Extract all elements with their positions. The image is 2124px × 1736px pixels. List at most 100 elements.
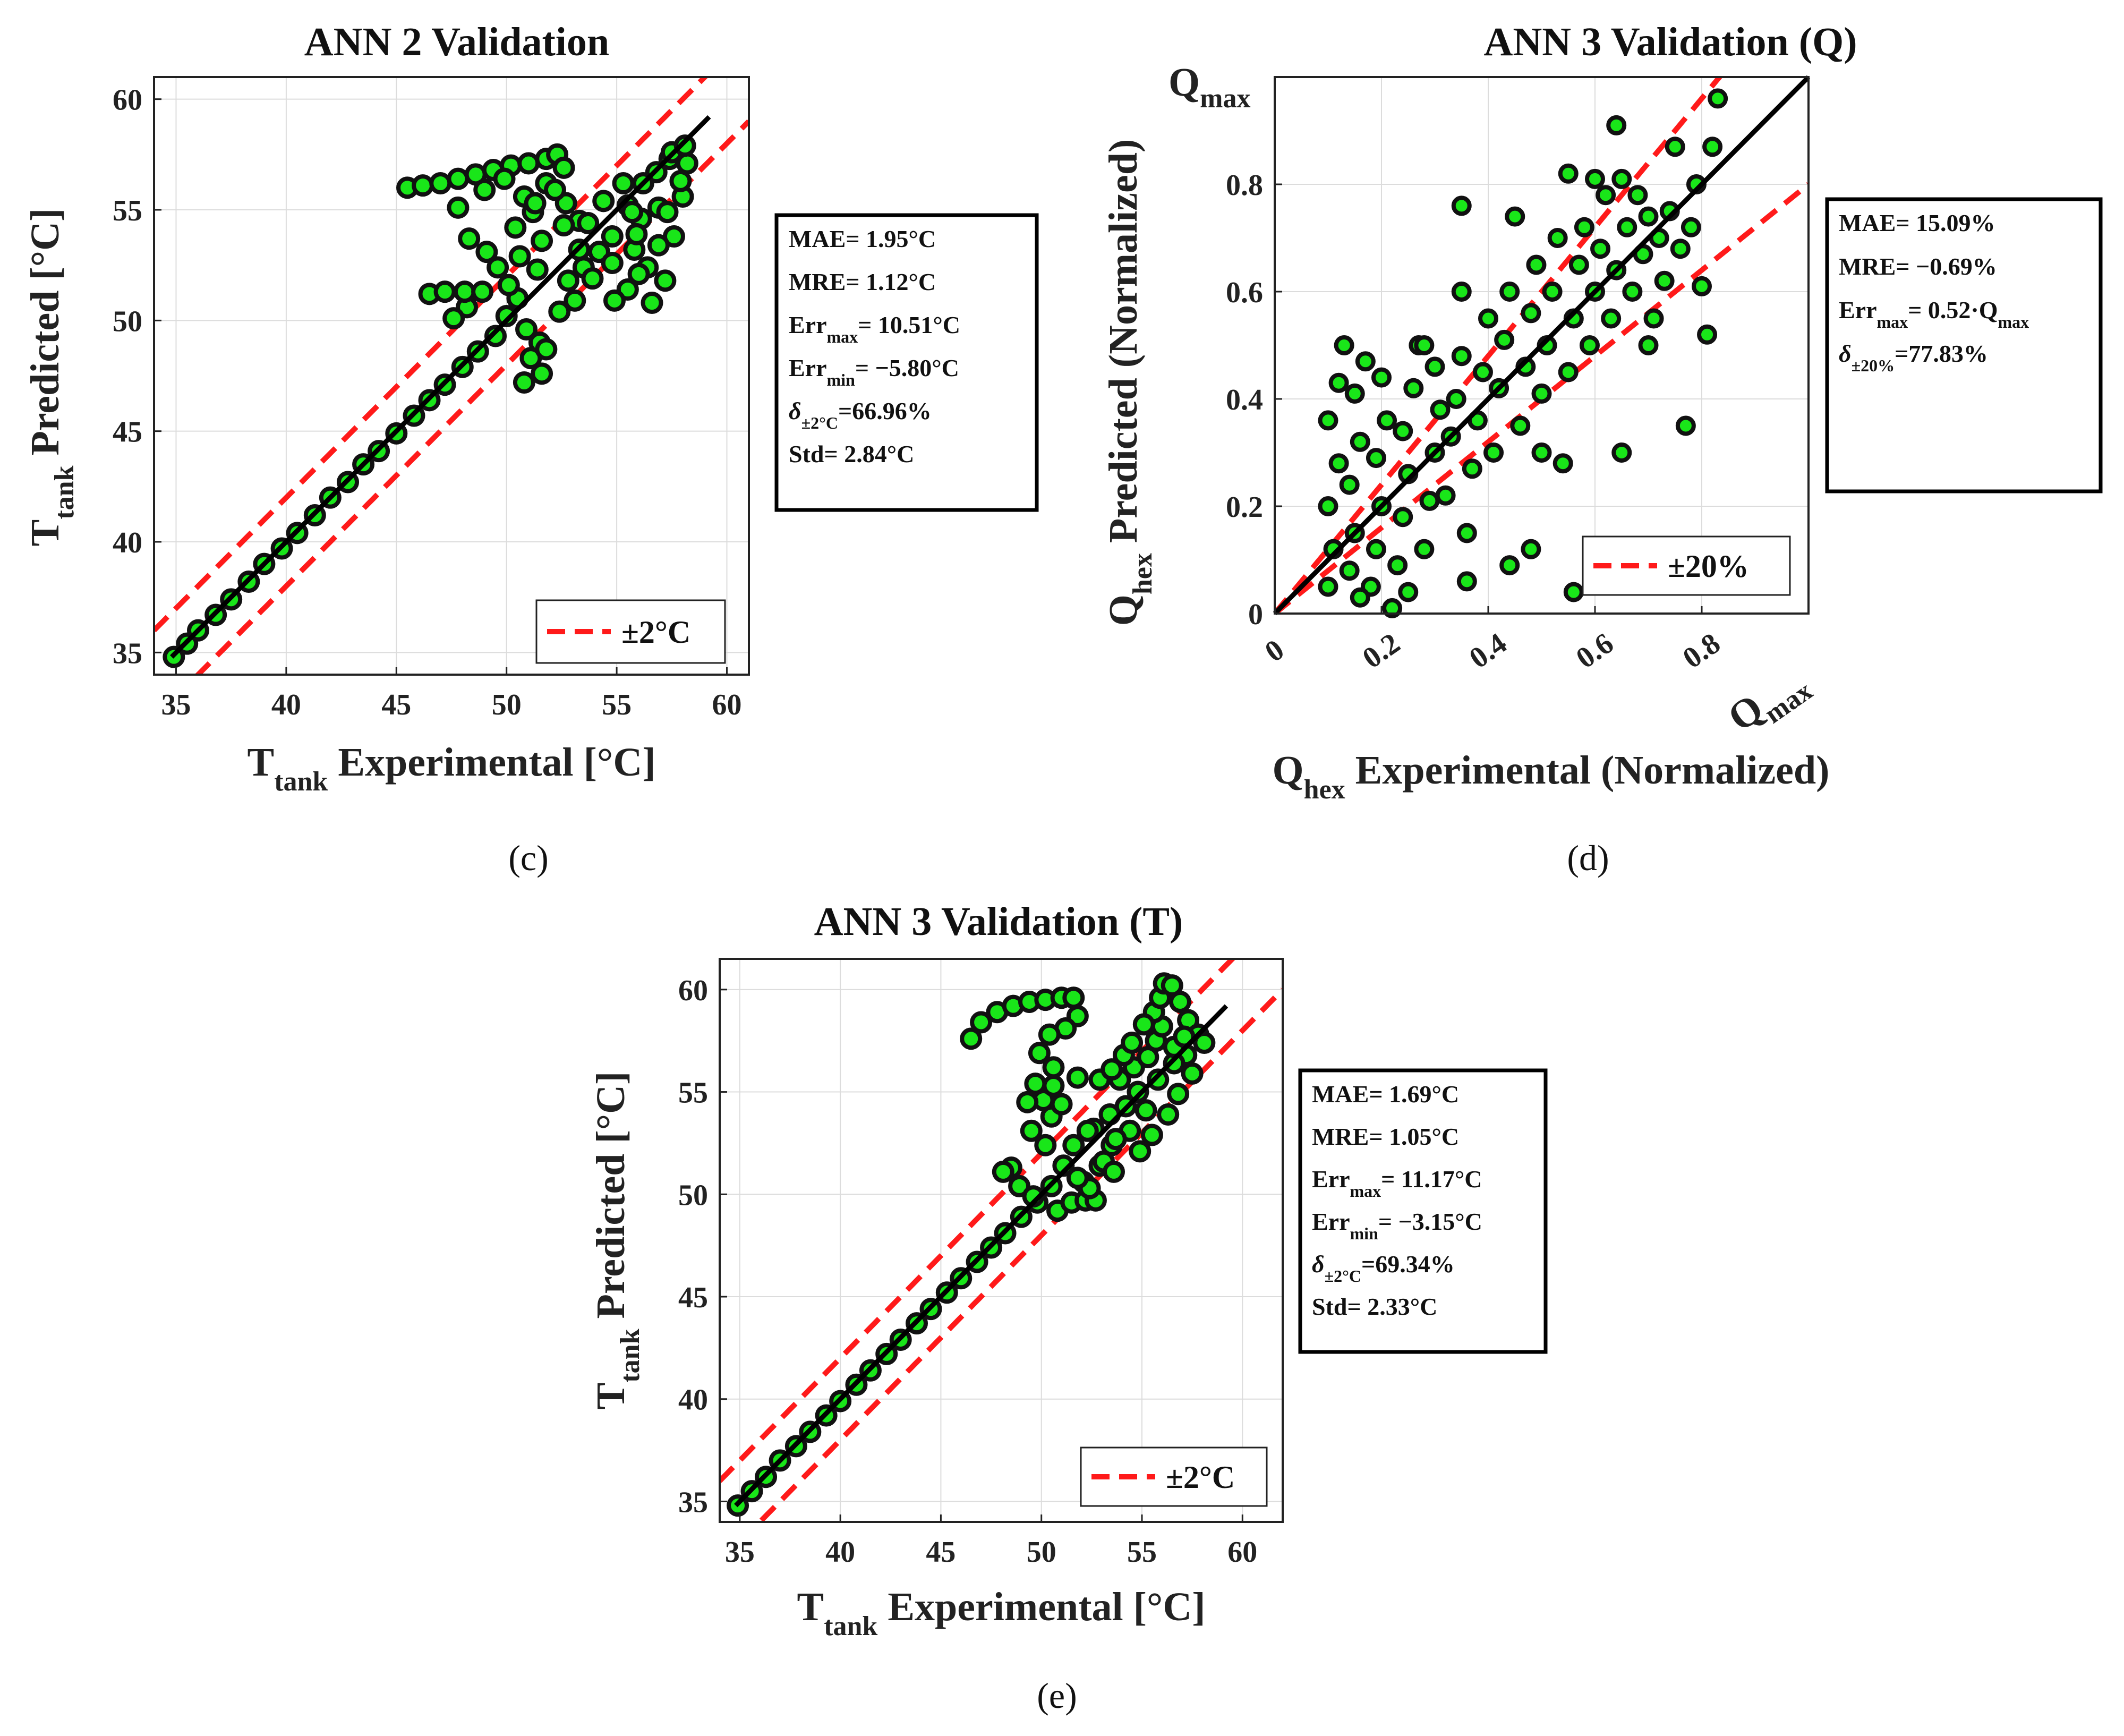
panel-d-point-71 [1638, 206, 1659, 227]
panel-d-point-78 [1675, 415, 1696, 436]
panel-d-point-17 [1377, 410, 1397, 431]
panel-d-band-lines [1275, 77, 1809, 614]
panel-d-point-59 [1579, 335, 1600, 355]
panel-c-stat-line-0: MAE= 1.95°C [789, 225, 936, 252]
panel-e-y-tick-label-3: 50 [678, 1179, 708, 1212]
panel-e-legend-box [1080, 1446, 1268, 1507]
panel-c-point-40 [526, 258, 549, 281]
panel-d-point-33 [1446, 389, 1466, 409]
panel-c: ANN 2 Validation 35 40 45 50 55 60 35 40 45 50 55… [23, 20, 1039, 878]
panel-e-point-71 [1147, 1068, 1170, 1091]
panel-d-x-tick-label-4: 0.8 [1677, 627, 1726, 675]
panel-c-x-tick-label-0: 35 [161, 688, 191, 721]
panel-c-point-37 [504, 216, 527, 239]
panel-c-point-86 [548, 300, 571, 323]
panel-d-point-46 [1510, 415, 1531, 436]
panel-c-stat-line-3: Errmin= −5.80°C [789, 354, 959, 389]
panel-d-caption: (d) [1567, 838, 1609, 878]
panel-d-point-83 [1702, 137, 1723, 157]
panel-d-y-tick-label-0: 0 [1248, 598, 1263, 631]
panel-d-point-86 [1499, 555, 1520, 576]
panel-c-point-92 [493, 167, 516, 190]
panel-d-point-76 [1665, 137, 1685, 157]
panel-d-point-55 [1558, 362, 1579, 382]
panel-d-point-89 [1398, 582, 1419, 602]
panel-c-y-tick-label-0: 35 [113, 637, 142, 670]
panel-e-point-85 [1062, 1134, 1085, 1156]
panel-c-y-ticks: 35 40 45 50 55 60 [113, 84, 161, 670]
panel-d-stat-line-3: δ±20%=77.83% [1839, 340, 1988, 375]
panel-d-y-label: Qhex Predicted (Normalized) [1101, 139, 1158, 626]
panel-c-grid [154, 77, 749, 675]
panel-d-point-93 [1611, 168, 1632, 189]
panel-d-stats-box [1825, 197, 2103, 493]
panel-c-point-52 [513, 371, 535, 394]
panel-e-point-80 [1129, 1140, 1151, 1163]
panel-d-point-18 [1371, 367, 1392, 388]
panel-e-band-lower [756, 988, 1283, 1522]
panel-d-y-tick-label-3: 0.6 [1226, 276, 1263, 309]
panel-d-point-57 [1568, 254, 1589, 275]
panel-d-point-5 [1328, 372, 1349, 393]
panel-d-point-36 [1456, 523, 1477, 543]
panel-e-point-86 [1076, 1119, 1099, 1142]
panel-c-point-46 [453, 280, 476, 303]
panel-d-x-tick-label-0: 0 [1259, 633, 1290, 669]
panel-d-point-54 [1553, 453, 1573, 474]
panel-d-point-58 [1574, 217, 1594, 237]
panel-d-y-tick-label-4: 0.8 [1226, 169, 1263, 202]
panel-d-point-24 [1403, 378, 1424, 398]
panel-e: ANN 3 Validation (T) 35 40 45 50 55 60 35 40 45… [588, 899, 1548, 1716]
panel-d-point-16 [1366, 448, 1386, 469]
panel-d-points [1318, 88, 1728, 618]
panel-d-fit-segment [1273, 75, 1811, 616]
panel-c-point-93 [524, 192, 547, 215]
panel-c-point-98 [647, 234, 670, 257]
panel-d-point-7 [1339, 560, 1360, 581]
panel-d-y-ticks: 0 0.2 0.4 0.6 0.8 [1226, 169, 1282, 631]
panel-e-point-34 [1042, 1056, 1065, 1079]
panel-e-x-tick-label-0: 35 [725, 1536, 755, 1569]
panel-e-point-88 [1042, 1074, 1065, 1097]
panel-c-point-99 [656, 201, 679, 224]
panel-d-point-50 [1531, 383, 1552, 404]
panel-d-point-3 [1328, 453, 1349, 474]
panel-c-point-38 [531, 229, 553, 252]
panel-d-legend: ±20% [1582, 535, 1791, 596]
panel-e-point-72 [1134, 1099, 1157, 1122]
panel-c-point-25 [429, 172, 452, 194]
panel-d-point-92 [1585, 168, 1605, 189]
panel-d-point-66 [1611, 442, 1632, 463]
panel-c-point-47 [471, 280, 494, 303]
panel-d-point-91 [1414, 335, 1435, 355]
panel-d-point-29 [1430, 399, 1451, 420]
panel-e-y-tick-label-2: 45 [678, 1281, 708, 1314]
panel-c-point-76 [592, 190, 615, 212]
panel-e-point-76 [1157, 1103, 1180, 1126]
panel-e-point-29 [1062, 986, 1085, 1009]
panel-d-point-43 [1494, 329, 1515, 350]
panel-e-x-tick-label-2: 45 [926, 1536, 956, 1569]
panel-e-point-65 [1168, 990, 1191, 1013]
panel-e-y-tick-label-0: 35 [678, 1486, 708, 1519]
panel-d-point-12 [1355, 351, 1376, 372]
panel-c-point-83 [601, 252, 624, 274]
panel-e-y-label: Ttank Predicted [°C] [588, 1071, 645, 1410]
panel-c-x-tick-label-2: 45 [381, 688, 411, 721]
panel-e-point-37 [1016, 1091, 1039, 1113]
panel-c-x-tick-label-4: 55 [602, 688, 632, 721]
panel-d-x-ticks: 0 0.2 0.4 0.6 0.8 [1259, 606, 1726, 675]
panel-d-point-85 [1563, 582, 1584, 602]
panel-c-point-85 [564, 289, 586, 312]
panel-d-point-44 [1499, 282, 1520, 302]
panel-e-stat-line-4: δ±2°C=69.34% [1312, 1250, 1455, 1286]
panel-d-band-upper [1275, 77, 1723, 614]
panel-d-point-48 [1521, 303, 1541, 324]
panel-c-point-96 [603, 289, 626, 312]
panel-e-point-81 [1103, 1160, 1125, 1183]
panel-e-stat-line-1: MRE= 1.05°C [1312, 1123, 1459, 1150]
panel-d-point-34 [1451, 346, 1472, 367]
panel-e-x-tick-label-1: 40 [825, 1536, 855, 1569]
panel-d-point-4 [1318, 410, 1338, 431]
panel-d-point-45 [1505, 206, 1525, 227]
